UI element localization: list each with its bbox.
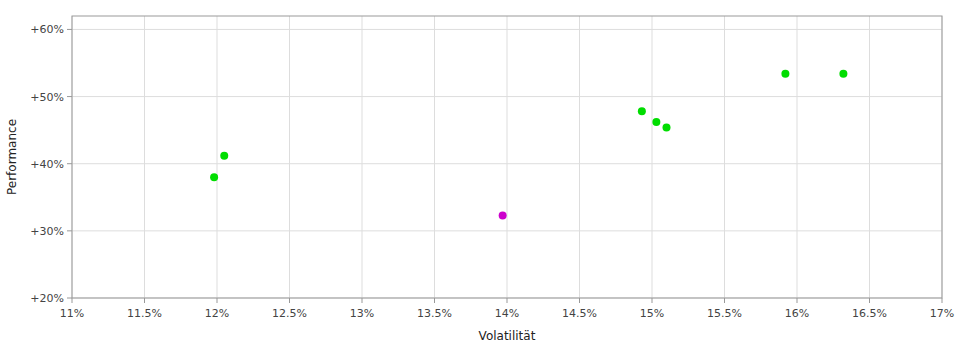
x-tick-label: 15%: [640, 307, 664, 320]
point: [663, 123, 671, 131]
x-tick-label: 11%: [60, 307, 84, 320]
point: [652, 118, 660, 126]
x-tick-label: 12%: [205, 307, 229, 320]
x-grid-line: [724, 16, 725, 298]
x-grid-line: [289, 16, 290, 298]
y-axis-label: Performance: [5, 119, 19, 195]
x-tick: [797, 298, 798, 303]
x-tick: [724, 298, 725, 303]
x-tick: [362, 298, 363, 303]
x-grid-line: [144, 16, 145, 298]
point: [839, 70, 847, 78]
x-tick-label: 17%: [930, 307, 954, 320]
x-grid-line: [362, 16, 363, 298]
y-tick: [67, 96, 72, 97]
x-tick: [507, 298, 508, 303]
x-tick: [289, 298, 290, 303]
y-grid-line: [72, 163, 942, 164]
x-grid-line: [217, 16, 218, 298]
x-tick: [652, 298, 653, 303]
x-tick: [217, 298, 218, 303]
x-tick-label: 14.5%: [562, 307, 597, 320]
y-grid-line: [72, 96, 942, 97]
x-tick: [434, 298, 435, 303]
x-tick-label: 14%: [495, 307, 519, 320]
grid: [72, 16, 942, 298]
x-tick-label: 12.5%: [272, 307, 307, 320]
y-tick-label: +30%: [30, 225, 64, 238]
chart-container: 11% 11.5% 12% 12.5% 13% 13.5% 14% 14.5% 15% 15.5%…: [0, 0, 966, 350]
y-tick: [67, 163, 72, 164]
x-tick-label: 15.5%: [707, 307, 742, 320]
x-tick-label: 13.5%: [417, 307, 452, 320]
x-tick: [942, 298, 943, 303]
x-grid-line: [869, 16, 870, 298]
x-grid-line: [652, 16, 653, 298]
y-tick: [67, 230, 72, 231]
point: [210, 173, 218, 181]
plot-frame: [72, 16, 942, 298]
y-grid-line: [72, 230, 942, 231]
y-tick: [67, 298, 72, 299]
y-tick-label: +40%: [30, 158, 64, 171]
y-tick-label: +60%: [30, 23, 64, 36]
axes: 11% 11.5% 12% 12.5% 13% 13.5% 14% 14.5% 15% 15.5%…: [5, 16, 954, 343]
x-grid-line: [507, 16, 508, 298]
points: [210, 70, 847, 220]
point: [220, 152, 228, 160]
y-tick-label: +50%: [30, 91, 64, 104]
x-tick: [144, 298, 145, 303]
y-tick: [67, 29, 72, 30]
point: [638, 107, 646, 115]
x-grid-line: [579, 16, 580, 298]
x-grid-line: [797, 16, 798, 298]
chart-svg: 11% 11.5% 12% 12.5% 13% 13.5% 14% 14.5% 15% 15.5%…: [0, 0, 966, 350]
x-tick-label: 11.5%: [127, 307, 162, 320]
x-grid-line: [434, 16, 435, 298]
x-tick-label: 16.5%: [852, 307, 887, 320]
x-tick: [72, 298, 73, 303]
point: [781, 70, 789, 78]
y-tick-label: +20%: [30, 292, 64, 305]
x-tick: [579, 298, 580, 303]
point: [499, 211, 507, 219]
x-tick-label: 13%: [350, 307, 374, 320]
y-grid-line: [72, 29, 942, 30]
x-tick: [869, 298, 870, 303]
x-tick-label: 16%: [785, 307, 809, 320]
x-axis-label: Volatilität: [479, 329, 536, 343]
